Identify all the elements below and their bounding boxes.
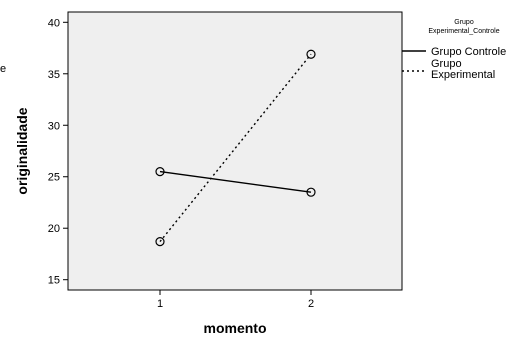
y-tick-label-15: 15 xyxy=(48,275,60,287)
y-tick-label-25: 25 xyxy=(48,172,60,184)
clipped-edge-text: e xyxy=(0,63,6,75)
data-point-grupo-experimental-2 xyxy=(306,49,316,59)
series-line-grupo-controle xyxy=(159,170,312,193)
series-group xyxy=(155,49,316,247)
legend-label-experimental-line-2: Experimental xyxy=(431,69,495,81)
legend-title-line-1: Grupo xyxy=(454,19,474,26)
y-axis: 15 20 25 30 35 40 xyxy=(48,17,68,287)
x-axis-title: momento xyxy=(204,320,267,336)
series-line-grupo-experimental xyxy=(159,53,312,243)
data-point-grupo-experimental-1 xyxy=(155,237,165,247)
x-tick-label-2: 2 xyxy=(308,298,314,310)
plot-area xyxy=(67,11,403,291)
x-tick-label-1: 1 xyxy=(157,298,163,310)
y-tick-label-35: 35 xyxy=(48,69,60,81)
y-tick-label-20: 20 xyxy=(48,223,60,235)
legend-label-grupo-controle: Grupo Controle xyxy=(431,46,506,58)
y-tick-label-40: 40 xyxy=(48,17,60,29)
y-axis-title: originalidade xyxy=(14,107,30,194)
data-point-grupo-controle-2 xyxy=(306,187,316,197)
legend-title-line-2: Experimental_Controle xyxy=(428,28,499,35)
data-point-grupo-controle-1 xyxy=(155,166,165,177)
legend-label-experimental-line-1: Grupo xyxy=(431,58,462,70)
legend-label-grupo-experimental: Grupo Experimental xyxy=(431,58,495,81)
y-tick-label-30: 30 xyxy=(48,120,60,132)
legend: Grupo Experimental_Controle Grupo Contro… xyxy=(402,19,506,81)
